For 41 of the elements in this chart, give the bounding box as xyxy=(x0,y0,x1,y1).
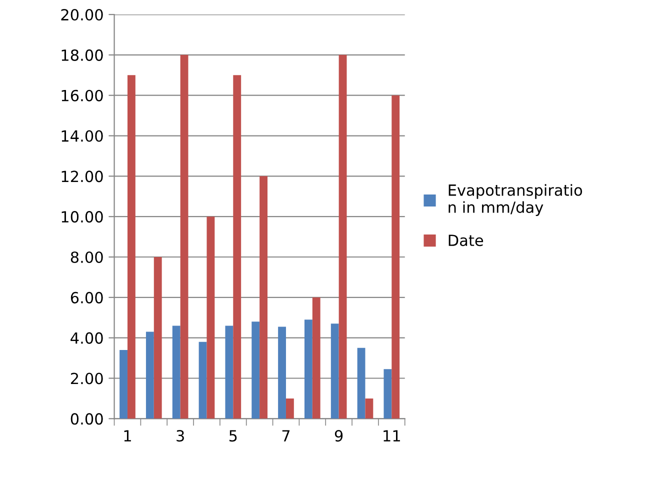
y-tick-label: 6.00 xyxy=(70,292,103,304)
legend-label: Evapotranspiration in mm/day xyxy=(448,184,582,216)
y-tick-label: 10.00 xyxy=(62,211,103,223)
x-tick-label: 3 xyxy=(176,430,184,442)
y-tick-label: 2.00 xyxy=(70,372,103,384)
y-tick-label: 16.00 xyxy=(62,90,103,102)
y-tick-label: 12.00 xyxy=(62,170,103,182)
bar xyxy=(233,75,242,419)
y-tick-label: 0.00 xyxy=(70,413,103,425)
bar xyxy=(286,398,294,419)
bar xyxy=(260,176,268,419)
bar xyxy=(392,95,400,419)
bar xyxy=(312,297,320,419)
bar xyxy=(338,54,347,419)
y-tick-label: 18.00 xyxy=(62,49,103,61)
legend-label: Date xyxy=(448,234,484,246)
bar xyxy=(127,75,136,419)
y-tick-label: 14.00 xyxy=(62,130,103,142)
x-tick-label: 7 xyxy=(282,430,290,442)
x-tick-label: 9 xyxy=(334,430,343,442)
bar xyxy=(225,326,234,419)
bar xyxy=(304,320,312,419)
x-tick-label: 1 xyxy=(124,430,131,442)
bar xyxy=(330,324,339,419)
bar xyxy=(357,348,366,419)
bar xyxy=(120,350,128,419)
x-tick-label: 11 xyxy=(384,430,400,442)
bar xyxy=(252,322,260,419)
bar xyxy=(365,398,374,419)
y-tick-label: 4.00 xyxy=(70,332,103,344)
bar xyxy=(172,326,180,419)
bar xyxy=(180,54,188,419)
bar xyxy=(154,257,162,419)
x-tick-label: 5 xyxy=(229,430,237,442)
bar xyxy=(198,342,207,419)
bar xyxy=(146,332,154,419)
y-tick-label: 20.00 xyxy=(61,8,103,21)
bar xyxy=(206,216,215,419)
y-tick-label: 8.00 xyxy=(70,251,103,264)
bar xyxy=(278,326,286,419)
bar xyxy=(384,369,392,419)
